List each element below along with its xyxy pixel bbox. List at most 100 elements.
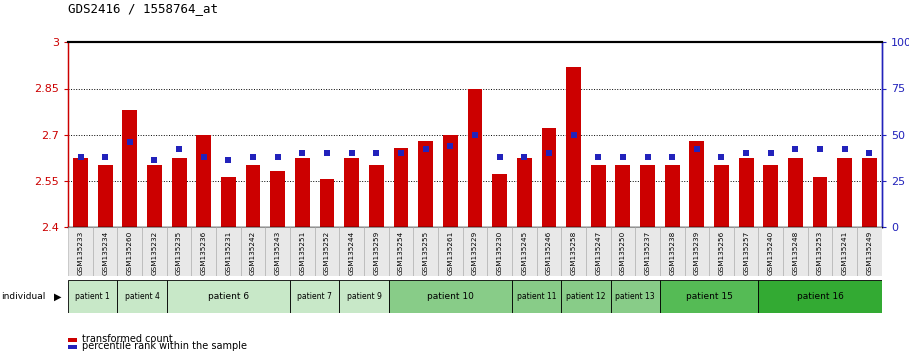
FancyBboxPatch shape bbox=[339, 227, 364, 276]
Bar bbox=[73, 159, 88, 227]
Text: GSM135247: GSM135247 bbox=[595, 230, 601, 275]
FancyBboxPatch shape bbox=[758, 280, 882, 313]
Bar bbox=[394, 148, 408, 227]
Text: GSM135256: GSM135256 bbox=[718, 230, 724, 275]
FancyBboxPatch shape bbox=[536, 227, 561, 276]
FancyBboxPatch shape bbox=[315, 227, 339, 276]
Text: GSM135241: GSM135241 bbox=[842, 230, 848, 275]
Text: patient 6: patient 6 bbox=[208, 292, 249, 301]
Text: GSM135255: GSM135255 bbox=[423, 230, 429, 275]
Bar bbox=[640, 165, 654, 227]
Text: patient 12: patient 12 bbox=[566, 292, 605, 301]
Text: transformed count: transformed count bbox=[82, 334, 173, 344]
FancyBboxPatch shape bbox=[611, 280, 660, 313]
Text: GSM135234: GSM135234 bbox=[102, 230, 108, 275]
FancyBboxPatch shape bbox=[142, 227, 166, 276]
FancyBboxPatch shape bbox=[414, 227, 438, 276]
Text: ▶: ▶ bbox=[55, 291, 62, 302]
Bar bbox=[492, 175, 507, 227]
Text: GSM135232: GSM135232 bbox=[152, 230, 157, 275]
Bar bbox=[345, 159, 359, 227]
Text: GSM135248: GSM135248 bbox=[793, 230, 798, 275]
Text: GSM135251: GSM135251 bbox=[299, 230, 305, 275]
Text: GSM135233: GSM135233 bbox=[77, 230, 84, 275]
FancyBboxPatch shape bbox=[93, 227, 117, 276]
FancyBboxPatch shape bbox=[364, 227, 389, 276]
Text: GSM135229: GSM135229 bbox=[472, 230, 478, 275]
Bar bbox=[221, 177, 235, 227]
FancyBboxPatch shape bbox=[709, 227, 734, 276]
Text: GSM135260: GSM135260 bbox=[127, 230, 133, 275]
Bar bbox=[270, 171, 285, 227]
FancyBboxPatch shape bbox=[216, 227, 241, 276]
Bar bbox=[196, 135, 211, 227]
Bar bbox=[98, 165, 113, 227]
Bar bbox=[689, 141, 704, 227]
Text: patient 16: patient 16 bbox=[796, 292, 844, 301]
Bar bbox=[369, 165, 384, 227]
Bar bbox=[739, 159, 754, 227]
FancyBboxPatch shape bbox=[684, 227, 709, 276]
Text: GSM135244: GSM135244 bbox=[349, 230, 355, 275]
Text: GSM135230: GSM135230 bbox=[496, 230, 503, 275]
FancyBboxPatch shape bbox=[68, 227, 93, 276]
Bar bbox=[245, 165, 261, 227]
FancyBboxPatch shape bbox=[241, 227, 265, 276]
FancyBboxPatch shape bbox=[561, 227, 586, 276]
FancyBboxPatch shape bbox=[265, 227, 290, 276]
Text: percentile rank within the sample: percentile rank within the sample bbox=[82, 341, 247, 351]
Text: patient 15: patient 15 bbox=[685, 292, 733, 301]
Text: GSM135237: GSM135237 bbox=[644, 230, 651, 275]
FancyBboxPatch shape bbox=[487, 227, 512, 276]
Bar bbox=[467, 88, 483, 227]
FancyBboxPatch shape bbox=[389, 227, 414, 276]
Bar bbox=[788, 159, 803, 227]
FancyBboxPatch shape bbox=[635, 227, 660, 276]
Bar bbox=[615, 165, 630, 227]
FancyBboxPatch shape bbox=[512, 227, 536, 276]
Text: GSM135236: GSM135236 bbox=[201, 230, 206, 275]
Text: GSM135243: GSM135243 bbox=[275, 230, 281, 275]
Text: GSM135239: GSM135239 bbox=[694, 230, 700, 275]
Bar bbox=[295, 158, 310, 227]
FancyBboxPatch shape bbox=[68, 280, 117, 313]
FancyBboxPatch shape bbox=[611, 227, 635, 276]
FancyBboxPatch shape bbox=[166, 280, 290, 313]
Text: GDS2416 / 1558764_at: GDS2416 / 1558764_at bbox=[68, 2, 218, 15]
Bar bbox=[566, 67, 581, 227]
Text: GSM135245: GSM135245 bbox=[521, 230, 527, 275]
Bar bbox=[443, 135, 458, 227]
Text: GSM135240: GSM135240 bbox=[768, 230, 774, 275]
FancyBboxPatch shape bbox=[758, 227, 784, 276]
Bar bbox=[714, 165, 729, 227]
Bar bbox=[418, 141, 433, 227]
FancyBboxPatch shape bbox=[117, 280, 166, 313]
Text: GSM135238: GSM135238 bbox=[669, 230, 675, 275]
Bar bbox=[320, 179, 335, 227]
Text: patient 9: patient 9 bbox=[346, 292, 382, 301]
FancyBboxPatch shape bbox=[857, 227, 882, 276]
Bar bbox=[542, 129, 556, 227]
Text: GSM135235: GSM135235 bbox=[176, 230, 182, 275]
FancyBboxPatch shape bbox=[512, 280, 561, 313]
Text: patient 10: patient 10 bbox=[427, 292, 474, 301]
FancyBboxPatch shape bbox=[833, 227, 857, 276]
FancyBboxPatch shape bbox=[808, 227, 833, 276]
Text: individual: individual bbox=[1, 292, 45, 301]
Text: GSM135250: GSM135250 bbox=[620, 230, 626, 275]
FancyBboxPatch shape bbox=[290, 280, 339, 313]
FancyBboxPatch shape bbox=[192, 227, 216, 276]
FancyBboxPatch shape bbox=[586, 227, 611, 276]
FancyBboxPatch shape bbox=[660, 227, 684, 276]
FancyBboxPatch shape bbox=[339, 280, 389, 313]
Text: GSM135253: GSM135253 bbox=[817, 230, 823, 275]
FancyBboxPatch shape bbox=[463, 227, 487, 276]
Bar bbox=[591, 165, 605, 227]
Bar bbox=[147, 165, 162, 227]
FancyBboxPatch shape bbox=[561, 280, 611, 313]
FancyBboxPatch shape bbox=[117, 227, 142, 276]
Bar bbox=[764, 165, 778, 227]
Text: GSM135231: GSM135231 bbox=[225, 230, 232, 275]
Bar bbox=[813, 177, 827, 227]
Text: patient 7: patient 7 bbox=[297, 292, 332, 301]
